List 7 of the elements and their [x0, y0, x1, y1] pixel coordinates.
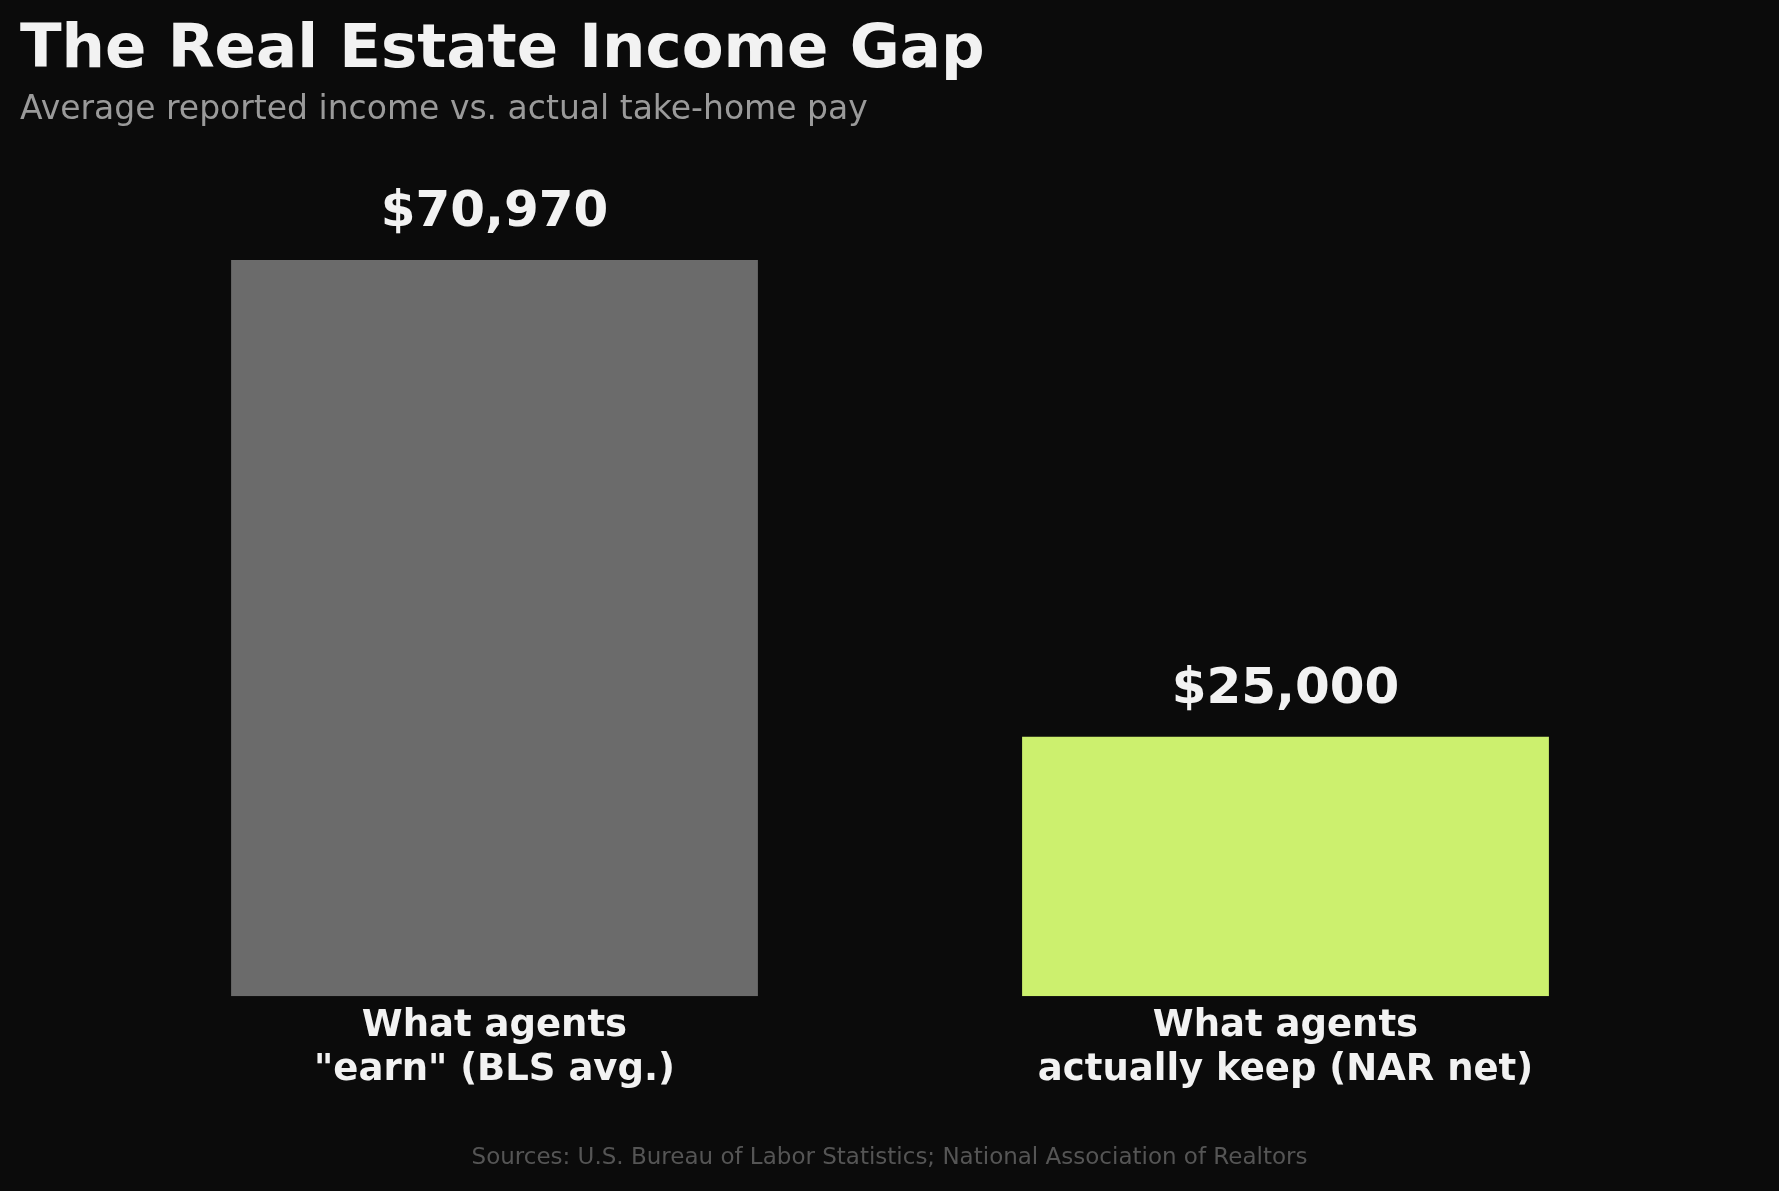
- data-label: $70,970: [380, 179, 609, 238]
- x-tick-label: What agents actually keep (NAR net): [1037, 1002, 1534, 1090]
- data-label: $25,000: [1171, 656, 1400, 715]
- chart-title: The Real Estate Income Gap: [20, 10, 985, 81]
- chart-subtitle: Average reported income vs. actual take-home pay: [20, 88, 868, 127]
- x-tick-label: What agents "earn" (BLS avg.): [314, 1002, 675, 1090]
- source-note: Sources: U.S. Bureau of Labor Statistics; National Association of Realtors: [470, 1143, 1309, 1169]
